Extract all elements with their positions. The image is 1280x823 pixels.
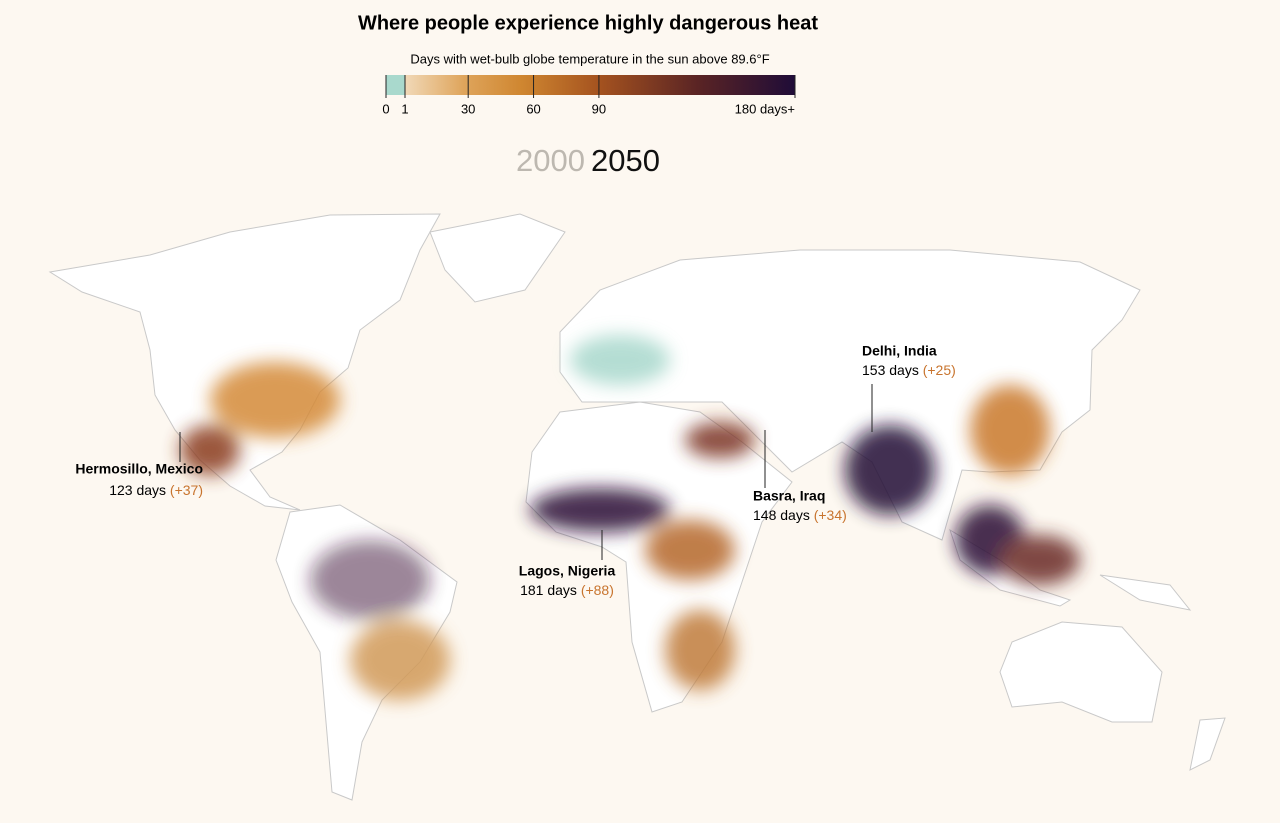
land: [1099, 574, 1192, 611]
land: [429, 213, 566, 303]
annotation-text: 181 days (+88): [520, 582, 614, 598]
legend-tick-label: 0: [382, 101, 389, 116]
legend-tick-label: 30: [461, 101, 475, 116]
world-map: [48, 213, 1226, 801]
legend-tick-label: 180 days+: [735, 101, 795, 116]
heat-areas: [180, 335, 1080, 700]
annotation-title: Hermosillo, Mexico: [75, 461, 203, 477]
annotations: Hermosillo, Mexico 123 days (+37) Lagos,…: [75, 343, 955, 598]
land: [1189, 717, 1226, 771]
annotation-title: Delhi, India: [862, 343, 937, 359]
legend: 0 1 30 60 90 180 days+: [382, 75, 796, 116]
legend-tick-label: 1: [401, 101, 408, 116]
year-toggle[interactable]: 2050: [591, 143, 660, 178]
annotation-text: 153 days (+25): [862, 362, 956, 378]
land: [48, 213, 441, 511]
annotation-title: Basra, Iraq: [753, 488, 825, 504]
year-toggle[interactable]: 2000: [516, 143, 585, 178]
annotation-title: Lagos, Nigeria: [519, 563, 616, 579]
legend-tick-label: 60: [526, 101, 540, 116]
subtitle: Days with wet-bulb globe temperature in …: [410, 51, 769, 66]
title: Where people experience highly dangerous…: [358, 12, 818, 34]
annotation-text: 148 days (+34): [753, 507, 847, 523]
land: [999, 621, 1163, 723]
legend-bar: [405, 75, 795, 95]
legend-tick-label: 90: [592, 101, 606, 116]
annotation-text: 123 days (+37): [109, 482, 203, 498]
legend-swatch: [386, 75, 405, 95]
